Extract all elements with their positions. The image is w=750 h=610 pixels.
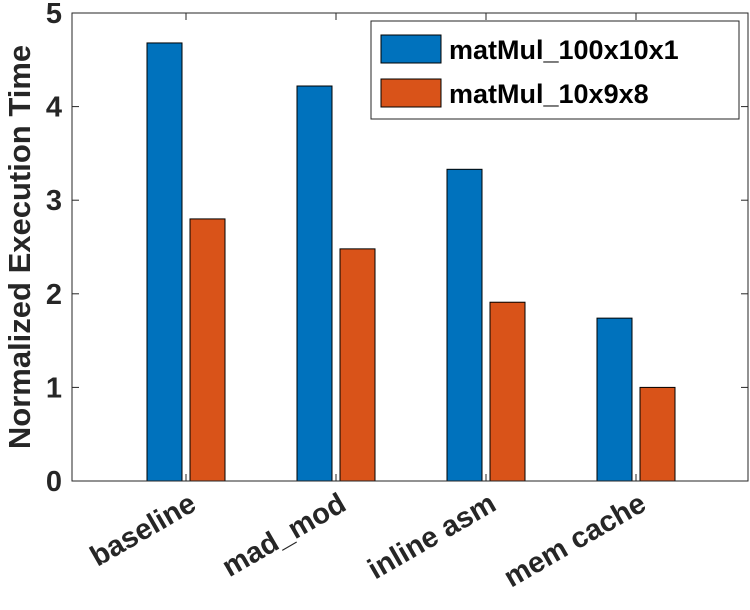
legend-swatch-1: [380, 34, 442, 64]
bar-2-3: [489, 301, 526, 482]
y-axis-label: Normalized Execution Time: [2, 45, 37, 449]
legend-label-2: matMul_10x9x8: [449, 79, 649, 109]
x-tick-label: mad_mod: [217, 487, 352, 583]
legend: matMul_100x10x1 matMul_10x9x8: [370, 20, 740, 120]
y-axis: 0 1 2 3 4 5: [46, 0, 748, 498]
bar-1-1: [146, 42, 183, 482]
y-tick-label: 2: [46, 279, 62, 311]
y-tick-label: 3: [46, 185, 62, 217]
bar-1-4: [596, 317, 633, 482]
bar-1-2: [296, 85, 333, 482]
bar-2-1: [189, 218, 226, 482]
bar-2-4: [639, 386, 676, 482]
legend-swatch-2: [380, 78, 442, 108]
x-tick-label: baseline: [85, 487, 202, 573]
y-tick-label: 0: [46, 466, 62, 498]
x-tick-label: inline asm: [363, 487, 502, 586]
legend-label-1: matMul_100x10x1: [449, 35, 679, 65]
plot-frame: [71, 12, 749, 482]
y-tick-label: 5: [46, 0, 62, 30]
x-tick-label: mem cache: [499, 487, 652, 594]
bar-1-3: [446, 168, 483, 482]
bar-2-2: [339, 248, 376, 482]
y-tick-label: 4: [46, 92, 62, 124]
bars-group: [146, 42, 676, 482]
y-tick-label: 1: [46, 372, 62, 404]
